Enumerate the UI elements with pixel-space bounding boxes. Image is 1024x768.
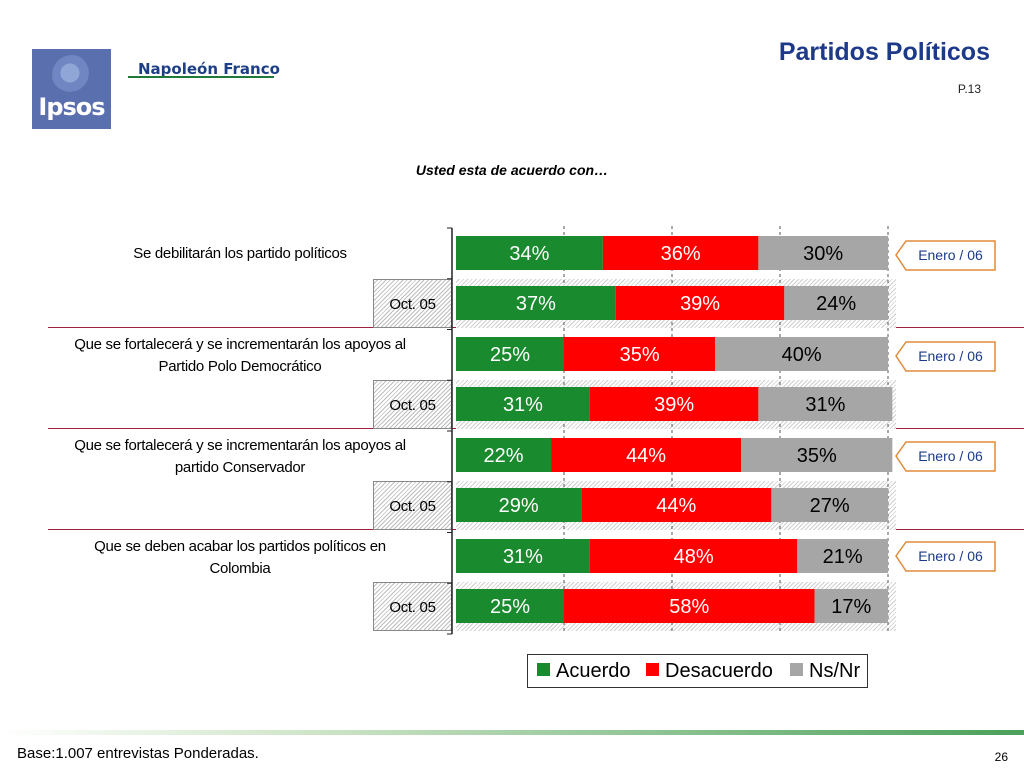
bar-nsnr bbox=[784, 286, 888, 320]
callout-shape-icon bbox=[895, 240, 996, 271]
data-label: 37% bbox=[516, 293, 556, 315]
data-label: 31% bbox=[503, 394, 543, 416]
data-label: 40% bbox=[782, 344, 822, 366]
enero-label: Enero / 06 bbox=[918, 348, 983, 364]
bar-desacuerdo bbox=[589, 539, 798, 573]
bar-acuerdo bbox=[456, 539, 590, 573]
ipsos-logo: Ipsos bbox=[32, 49, 111, 129]
data-label: 31% bbox=[805, 394, 845, 416]
callout-shape-icon bbox=[895, 341, 996, 372]
category-label-q2: Que se fortalecerá y se incrementarán lo… bbox=[40, 334, 440, 378]
bar-acuerdo bbox=[456, 387, 590, 421]
page-reference: P.13 bbox=[957, 82, 981, 96]
legend-item-desacuerdo: Desacuerdo bbox=[646, 658, 773, 684]
bar-nsnr bbox=[814, 589, 888, 623]
data-label: 31% bbox=[503, 546, 543, 568]
category-label-q1: Se debilitarán los partido políticos bbox=[40, 243, 440, 265]
category-label-line: Colombia bbox=[209, 560, 271, 577]
enero-callout: Enero / 06 bbox=[892, 238, 997, 273]
category-label-q3: Que se fortalecerá y se incrementarán lo… bbox=[40, 435, 440, 479]
bar-acuerdo bbox=[456, 337, 564, 371]
data-label: 44% bbox=[626, 445, 666, 467]
bar-desacuerdo bbox=[615, 286, 785, 320]
oct-label-box: Oct. 05 bbox=[373, 582, 452, 631]
bar-acuerdo bbox=[456, 286, 616, 320]
enero-label: Enero / 06 bbox=[918, 448, 983, 464]
page-number: 26 bbox=[994, 750, 1008, 764]
category-label-line: Que se deben acabar los partidos polític… bbox=[94, 538, 386, 555]
bar-desacuerdo bbox=[581, 488, 772, 522]
oct-label-box: Oct. 05 bbox=[373, 279, 452, 328]
data-label: 48% bbox=[674, 546, 714, 568]
legend-item-acuerdo: Acuerdo bbox=[537, 658, 631, 684]
legend-swatch-acuerdo bbox=[537, 663, 550, 677]
legend-label: Acuerdo bbox=[556, 660, 631, 682]
callout-shape-icon bbox=[895, 541, 996, 572]
enero-callout: Enero / 06 bbox=[892, 439, 997, 474]
bar-nsnr bbox=[758, 387, 893, 421]
bar-desacuerdo bbox=[564, 337, 716, 371]
logo-text: Ipsos bbox=[38, 93, 105, 121]
enero-callout: Enero / 06 bbox=[892, 539, 997, 574]
bar-desacuerdo bbox=[564, 589, 815, 623]
bar-acuerdo bbox=[456, 236, 603, 270]
data-label: 29% bbox=[499, 495, 539, 517]
data-label: 34% bbox=[509, 243, 549, 265]
data-label: 17% bbox=[831, 596, 871, 618]
page-title: Partidos Políticos bbox=[778, 38, 990, 66]
enero-label: Enero / 06 bbox=[918, 548, 983, 564]
data-label: 35% bbox=[797, 445, 837, 467]
category-label-line: Que se fortalecerá y se incrementarán lo… bbox=[74, 437, 406, 454]
question-text: Usted esta de acuerdo con… bbox=[415, 162, 609, 178]
legend-item-nsnr: Ns/Nr bbox=[790, 658, 860, 684]
legend-label: Ns/Nr bbox=[809, 660, 861, 682]
chart-legend: Acuerdo Desacuerdo Ns/Nr bbox=[527, 654, 868, 688]
bar-desacuerdo bbox=[602, 236, 759, 270]
firm-underline bbox=[128, 76, 274, 78]
legend-swatch-desacuerdo bbox=[646, 663, 659, 677]
oct-label-box: Oct. 05 bbox=[373, 380, 452, 429]
data-label: 30% bbox=[803, 243, 843, 265]
bar-nsnr bbox=[758, 236, 888, 270]
category-label-line: Se debilitarán los partido políticos bbox=[133, 245, 347, 262]
bar-desacuerdo bbox=[551, 438, 742, 472]
data-label: 39% bbox=[654, 394, 694, 416]
data-label: 35% bbox=[620, 344, 660, 366]
bar-nsnr bbox=[715, 337, 888, 371]
bar-nsnr bbox=[741, 438, 893, 472]
oct-label-box: Oct. 05 bbox=[373, 481, 452, 530]
footer-bar bbox=[0, 730, 1024, 735]
data-label: 44% bbox=[656, 495, 696, 517]
enero-callout: Enero / 06 bbox=[892, 339, 997, 374]
data-label: 58% bbox=[669, 596, 709, 618]
firm-name: Napoleón Franco bbox=[138, 60, 280, 78]
base-note: Base:1.007 entrevistas Ponderadas. bbox=[17, 745, 259, 762]
category-label-q4: Que se deben acabar los partidos polític… bbox=[40, 536, 440, 580]
bar-acuerdo bbox=[456, 589, 564, 623]
callout-shape-icon bbox=[895, 441, 996, 472]
category-label-line: Partido Polo Democrático bbox=[158, 358, 322, 375]
data-label: 36% bbox=[661, 243, 701, 265]
data-label: 39% bbox=[680, 293, 720, 315]
data-label: 27% bbox=[810, 495, 850, 517]
enero-label: Enero / 06 bbox=[918, 247, 983, 263]
category-label-line: partido Conservador bbox=[174, 459, 306, 476]
bar-acuerdo bbox=[456, 438, 552, 472]
legend-swatch-nsnr bbox=[790, 663, 803, 677]
data-label: 22% bbox=[484, 445, 524, 467]
data-label: 24% bbox=[816, 293, 856, 315]
tree-icon bbox=[52, 55, 92, 95]
bar-nsnr bbox=[797, 539, 888, 573]
category-label-line: Que se fortalecerá y se incrementarán lo… bbox=[74, 336, 406, 353]
bar-nsnr bbox=[771, 488, 888, 522]
data-label: 25% bbox=[490, 596, 530, 618]
bar-acuerdo bbox=[456, 488, 582, 522]
legend-label: Desacuerdo bbox=[665, 660, 773, 682]
data-label: 25% bbox=[490, 344, 530, 366]
data-label: 21% bbox=[823, 546, 863, 568]
bar-desacuerdo bbox=[589, 387, 759, 421]
